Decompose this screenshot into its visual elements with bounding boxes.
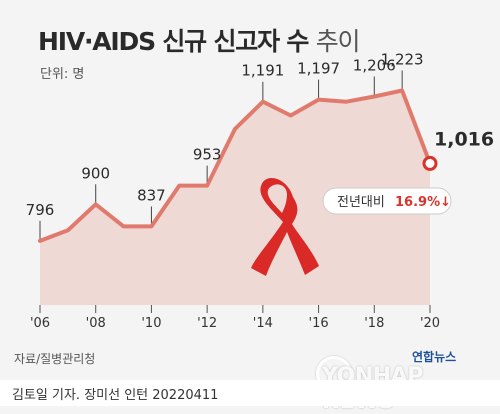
callout-value: 16.9%↓ — [395, 195, 451, 210]
data-label: 1,197 — [297, 60, 340, 78]
x-tick-label: '06 — [30, 316, 50, 331]
series-line — [38, 88, 432, 243]
callout-label: 전년대비 — [337, 195, 385, 210]
x-tick-label: '20 — [420, 316, 440, 331]
unit-label: 단위: 명 — [40, 67, 85, 82]
area-fill — [40, 90, 430, 305]
title-main: HIV·AIDS 신규 신고자 수 — [38, 27, 309, 56]
data-label: 796 — [26, 201, 55, 219]
data-label: 900 — [81, 164, 110, 182]
data-label: 837 — [137, 186, 166, 204]
x-tick-label: '08 — [86, 316, 106, 331]
data-label: 953 — [193, 146, 222, 164]
data-label: 1,016 — [434, 128, 494, 150]
callout-box — [322, 187, 452, 215]
title-suffix: 추이 — [315, 27, 361, 56]
source-note: 자료/질병관리청 — [14, 352, 96, 366]
line-layer — [38, 88, 438, 243]
end-point-marker — [422, 155, 438, 171]
infographic-card: HIV·AIDS 신규 신고자 수 추이 단위: 명 '06'08'10'12 '… — [14, 22, 495, 414]
red-ribbon-icon — [251, 178, 319, 276]
chart-title: HIV·AIDS 신규 신고자 수 추이 — [38, 22, 361, 58]
footer-bar: 김토일 기자. 장미선 인턴 20220411 — [0, 380, 500, 406]
area-chart: '06 '08 '10 '12 '14 '16 '18 '20 796 900 837 953 1,1… — [26, 50, 494, 331]
x-tick-label: '18 — [364, 316, 384, 331]
data-label: 1,206 — [353, 56, 396, 74]
tick-layer: '06 '08 '10 '12 '14 '16 '18 '20 — [30, 305, 440, 331]
x-tick-label: '14 — [253, 316, 273, 331]
data-label: 1,191 — [241, 62, 284, 80]
x-tick-label: '12 — [197, 316, 217, 331]
change-callout: 전년대비 16.9%↓ — [322, 187, 452, 215]
data-label: 1,223 — [381, 50, 424, 68]
x-tick-label: '10 — [141, 316, 161, 331]
yonhap-logo: 연합뉴스 — [412, 350, 457, 364]
credit-line: 김토일 기자. 장미선 인턴 20220411 — [12, 388, 219, 403]
x-tick-label: '16 — [309, 316, 329, 331]
